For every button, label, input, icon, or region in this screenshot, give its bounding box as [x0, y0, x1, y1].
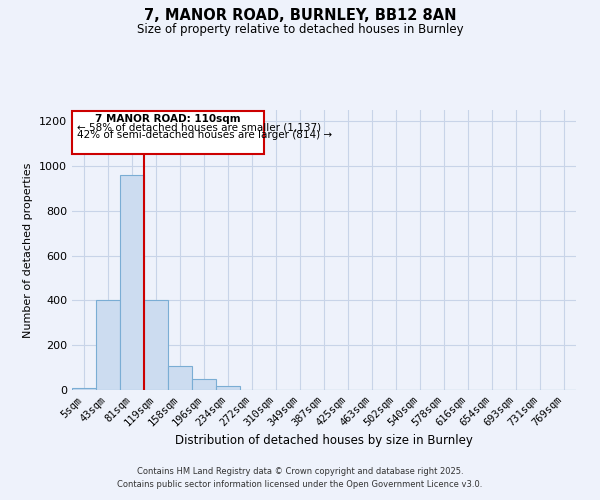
- Bar: [168, 366, 192, 390]
- Bar: [216, 386, 240, 390]
- Bar: [120, 175, 144, 390]
- Text: Contains HM Land Registry data © Crown copyright and database right 2025.: Contains HM Land Registry data © Crown c…: [137, 467, 463, 476]
- Y-axis label: Number of detached properties: Number of detached properties: [23, 162, 34, 338]
- Bar: [192, 379, 216, 390]
- Text: Contains public sector information licensed under the Open Government Licence v3: Contains public sector information licen…: [118, 480, 482, 489]
- Text: Size of property relative to detached houses in Burnley: Size of property relative to detached ho…: [137, 22, 463, 36]
- Bar: [96, 300, 120, 390]
- Text: ← 58% of detached houses are smaller (1,137): ← 58% of detached houses are smaller (1,…: [77, 122, 321, 132]
- Text: 42% of semi-detached houses are larger (814) →: 42% of semi-detached houses are larger (…: [77, 130, 332, 140]
- X-axis label: Distribution of detached houses by size in Burnley: Distribution of detached houses by size …: [175, 434, 473, 447]
- Bar: [72, 388, 96, 390]
- Bar: [144, 300, 168, 390]
- FancyBboxPatch shape: [72, 111, 264, 154]
- Text: 7, MANOR ROAD, BURNLEY, BB12 8AN: 7, MANOR ROAD, BURNLEY, BB12 8AN: [144, 8, 456, 22]
- Text: 7 MANOR ROAD: 110sqm: 7 MANOR ROAD: 110sqm: [95, 114, 241, 124]
